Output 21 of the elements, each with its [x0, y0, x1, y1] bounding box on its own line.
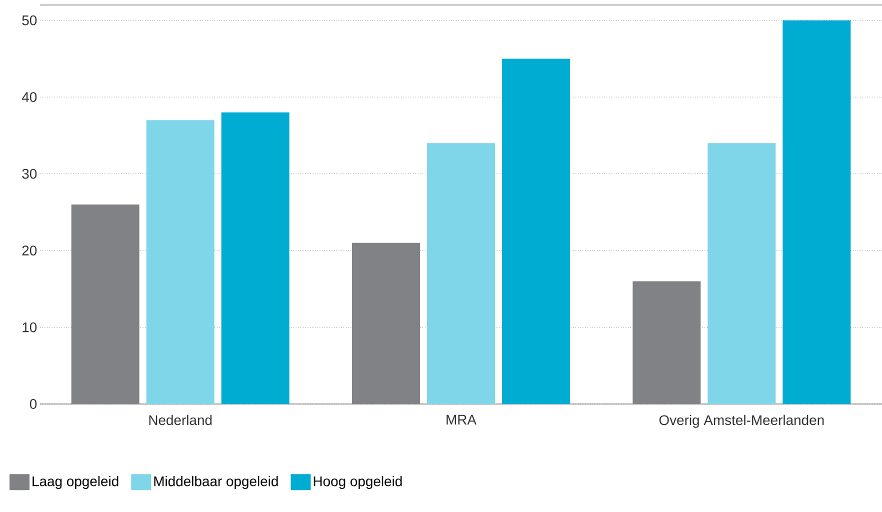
y-tick-label: 20: [22, 246, 37, 256]
y-tick-label: 30: [22, 168, 37, 179]
bar: [502, 58, 570, 404]
legend-label: Middelbaar opgeleid: [154, 476, 278, 490]
bar: [146, 120, 214, 404]
bar: [352, 242, 420, 404]
bar: [71, 204, 140, 404]
bar: [632, 281, 701, 404]
legend-label: Hoog opgeleid: [314, 476, 402, 490]
bar: [427, 143, 496, 404]
bar: [221, 112, 290, 404]
x-tick-label: MRA: [446, 414, 476, 424]
y-tick-label: 10: [22, 322, 37, 332]
legend-label: Laag opgeleid: [32, 476, 118, 490]
x-tick-label: Nederland: [149, 414, 212, 426]
x-tick-label: Overig Amstel-Meerlanden: [659, 414, 824, 428]
bar: [782, 20, 851, 404]
y-tick-label: 0: [30, 399, 37, 409]
y-tick-label: 40: [22, 92, 37, 102]
bar: [708, 143, 776, 404]
y-tick-label: 50: [22, 15, 37, 26]
